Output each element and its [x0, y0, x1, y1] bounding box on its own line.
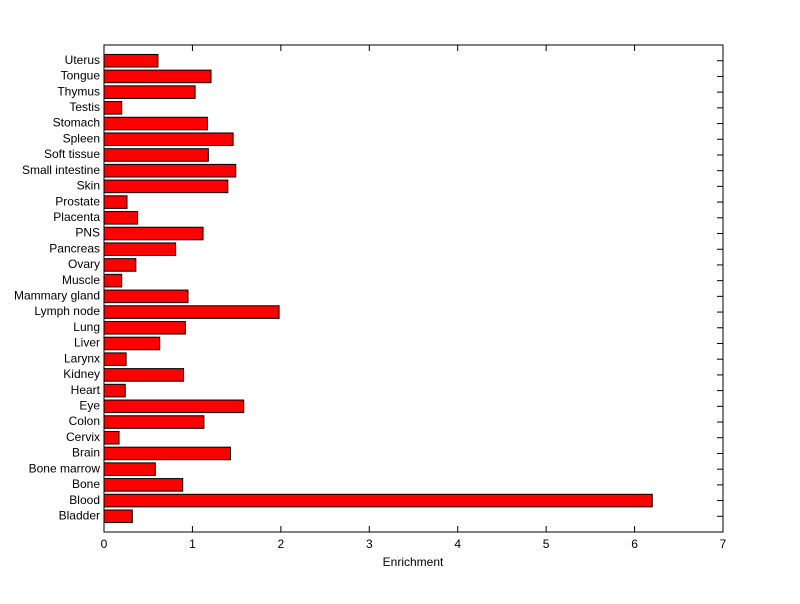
- bar: [103, 430, 120, 445]
- y-tick-label: Lymph node: [34, 304, 100, 318]
- bar: [103, 53, 159, 68]
- x-tick-label: 7: [720, 537, 727, 551]
- bar: [103, 101, 123, 115]
- bar: [103, 242, 177, 257]
- y-tick-label: Ovary: [68, 257, 100, 271]
- bar: [103, 148, 209, 162]
- bar: [103, 415, 205, 429]
- y-tick-label: Testis: [69, 100, 100, 114]
- bar: [103, 179, 229, 194]
- bar: [103, 258, 137, 272]
- bar: [103, 273, 123, 288]
- y-tick-label: Uterus: [65, 53, 100, 67]
- y-tick-label: Blood: [69, 493, 100, 507]
- y-tick-label: Small intestine: [22, 163, 100, 177]
- bar: [103, 509, 133, 524]
- y-tick-label: Spleen: [63, 131, 100, 145]
- y-tick-label: Liver: [74, 336, 100, 350]
- bar: [103, 383, 126, 398]
- axes-box: [103, 44, 724, 533]
- y-tick-label: Kidney: [63, 367, 100, 381]
- y-tick-label: Stomach: [53, 116, 100, 130]
- x-tick-label: 0: [101, 537, 108, 551]
- bar: [103, 289, 189, 304]
- x-tick-label: 4: [454, 537, 461, 551]
- bar: [103, 195, 128, 209]
- y-tick-label: Muscle: [62, 273, 100, 287]
- y-tick-label: Prostate: [55, 194, 100, 208]
- bar: [103, 462, 156, 476]
- x-axis-label: Enrichment: [383, 555, 444, 569]
- y-tick-label: Bladder: [59, 508, 100, 522]
- y-tick-label: Skin: [77, 179, 100, 193]
- x-tick-label: 2: [278, 537, 285, 551]
- y-tick-label: Lung: [73, 320, 100, 334]
- y-tick-label: Cervix: [66, 430, 100, 444]
- y-tick-label: Colon: [69, 414, 100, 428]
- y-tick-label: Soft tissue: [44, 147, 100, 161]
- bar: [103, 493, 653, 508]
- y-tick-label: Thymus: [57, 84, 100, 98]
- bar: [103, 320, 186, 335]
- bar: [103, 368, 185, 382]
- y-tick-label: Bone marrow: [29, 461, 101, 475]
- x-tick-label: 3: [366, 537, 373, 551]
- bar: [103, 305, 280, 319]
- bar: [103, 211, 139, 225]
- y-tick-label: Larynx: [64, 351, 100, 365]
- y-tick-label: Heart: [71, 383, 101, 397]
- bar: [103, 226, 204, 241]
- bar: [103, 399, 245, 414]
- y-tick-label: Brain: [72, 446, 100, 460]
- bar: [103, 116, 208, 131]
- x-tick-label: 6: [631, 537, 638, 551]
- x-tick-label: 1: [189, 537, 196, 551]
- y-tick-label: Placenta: [53, 210, 100, 224]
- y-tick-label: Tongue: [61, 69, 101, 83]
- bar: [103, 478, 184, 492]
- y-tick-label: Mammary gland: [14, 289, 100, 303]
- y-tick-label: PNS: [75, 226, 100, 240]
- bar: [103, 69, 212, 84]
- bar: [103, 132, 234, 147]
- y-tick-label: Bone: [72, 477, 100, 491]
- bar: [103, 85, 196, 99]
- bar: [103, 352, 127, 366]
- x-tick-label: 5: [543, 537, 550, 551]
- bar: [103, 163, 237, 178]
- bar: [103, 336, 161, 351]
- y-tick-label: Pancreas: [49, 241, 100, 255]
- y-tick-label: Eye: [79, 398, 100, 412]
- bar: [103, 446, 231, 461]
